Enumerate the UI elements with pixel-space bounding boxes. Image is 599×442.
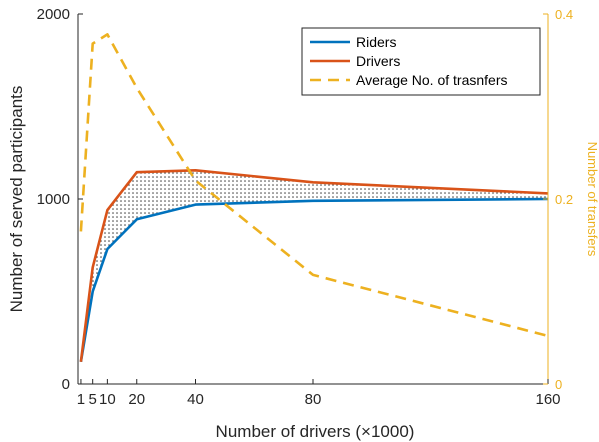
legend-label-1: Riders [356,34,396,50]
x-tick-label: 160 [535,391,560,408]
y2-tick-label: 0.2 [555,192,573,207]
plot-area [79,33,549,363]
x-tick-label: 1 [77,391,85,408]
x-tick-label: 10 [99,391,116,408]
legend-box [301,27,541,96]
x-tick-label: 5 [89,391,97,408]
legend-label-2: Drivers [356,53,400,69]
y2-axis-label: Number of transfers [585,142,599,257]
y2-tick-label: 0 [555,377,562,392]
x-axis-label: Number of drivers (×1000) [216,422,415,441]
series-line-1 [79,197,549,363]
legend-label-3: Average No. of trasnfers [356,72,507,88]
series-line-3 [79,33,549,338]
x-tick-label: 20 [128,391,145,408]
y-tick-label: 0 [62,376,70,393]
series-line-2 [79,169,549,362]
y-axis-label: Number of served participants [7,86,26,313]
y-tick-label: 1000 [37,191,70,208]
y-tick-label: 2000 [37,6,70,23]
legend: Riders Drivers Average No. of trasnfers [301,27,541,96]
x-tick-label: 80 [305,391,322,408]
y2-tick-label: 0.4 [555,7,573,22]
shaded-gap-region [80,170,549,362]
x-tick-label: 40 [187,391,204,408]
